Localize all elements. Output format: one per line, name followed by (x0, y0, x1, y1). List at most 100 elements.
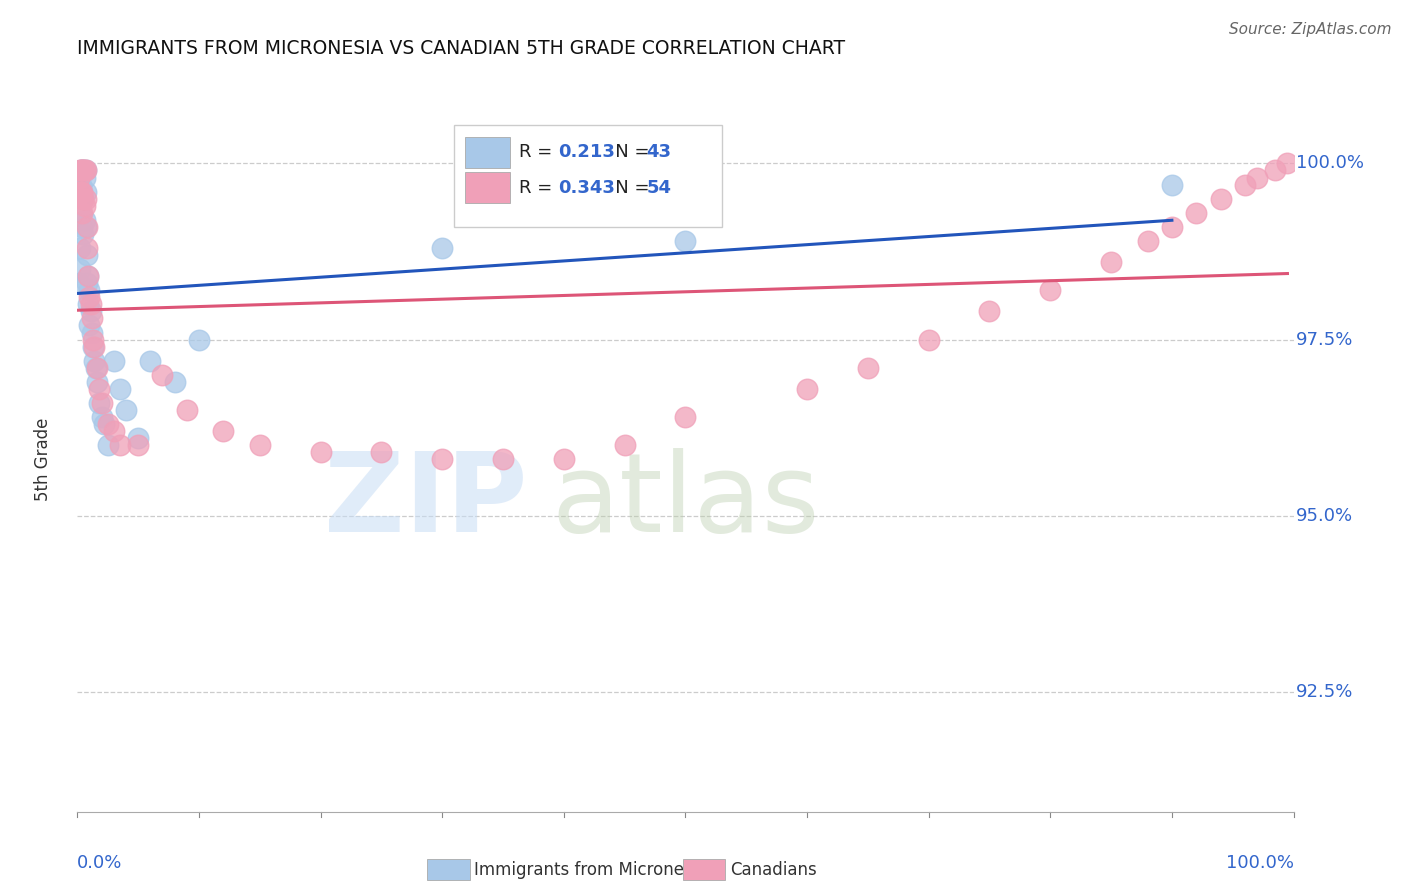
Point (90, 410, 112, 425)
Point (127, 438, 149, 452)
Point (97, 438, 120, 452)
Point (73, 212, 96, 227)
Text: 0.343: 0.343 (558, 179, 614, 197)
Point (70, 219, 93, 234)
Point (249, 438, 271, 452)
Point (84, 360, 107, 375)
Point (73, 170, 96, 185)
Point (1233, 178, 1256, 192)
Point (79, 283, 101, 297)
Point (72, 163, 94, 178)
Point (430, 452, 453, 467)
Point (86, 375, 108, 389)
Text: 95.0%: 95.0% (1296, 507, 1353, 524)
FancyBboxPatch shape (465, 172, 510, 202)
Text: ZIP: ZIP (323, 448, 527, 555)
Point (76, 241, 98, 255)
Point (79, 318, 101, 333)
Point (1099, 255, 1122, 269)
Point (83, 353, 105, 368)
Point (89, 382, 111, 396)
Point (163, 375, 186, 389)
Text: 100.0%: 100.0% (1226, 854, 1294, 872)
Point (75, 185, 97, 199)
Point (70, 178, 93, 192)
Point (82, 340, 104, 354)
Point (77, 297, 100, 311)
Point (70, 206, 93, 220)
Point (613, 438, 636, 452)
Point (80, 311, 103, 326)
Point (1209, 192, 1232, 206)
Point (72, 192, 94, 206)
Point (70, 185, 93, 199)
Text: 0.0%: 0.0% (77, 854, 122, 872)
Point (69, 163, 91, 178)
Point (1136, 234, 1159, 248)
Point (77, 269, 100, 284)
Point (152, 368, 174, 382)
Point (70, 163, 93, 178)
Point (67, 170, 90, 185)
Text: 0.213: 0.213 (558, 143, 614, 161)
Text: 54: 54 (647, 179, 672, 197)
Point (72, 192, 94, 206)
Point (103, 353, 125, 368)
Point (856, 360, 879, 375)
Point (76, 248, 98, 262)
Point (69, 262, 91, 277)
Point (108, 438, 131, 452)
Text: Immigrants from Micronesia: Immigrants from Micronesia (474, 861, 707, 879)
Point (75, 163, 97, 178)
Point (86, 360, 108, 375)
Point (212, 424, 235, 438)
Point (103, 424, 125, 438)
Point (188, 333, 211, 347)
Point (1246, 170, 1268, 185)
Text: 5th Grade: 5th Grade (34, 417, 52, 501)
Point (70, 185, 93, 199)
Point (370, 445, 392, 459)
Point (309, 445, 332, 459)
Point (1039, 283, 1062, 297)
Point (82, 333, 104, 347)
Point (70, 185, 93, 199)
Point (75, 219, 97, 234)
Point (127, 431, 149, 445)
Point (796, 382, 818, 396)
Point (70, 206, 93, 220)
Point (69, 241, 91, 255)
Point (90, 396, 112, 410)
Point (73, 199, 96, 213)
Point (76, 277, 98, 291)
Point (918, 333, 941, 347)
Text: 43: 43 (647, 143, 672, 161)
FancyBboxPatch shape (454, 125, 721, 227)
Point (675, 410, 697, 425)
Point (75, 192, 97, 206)
Point (553, 452, 575, 467)
Point (176, 403, 198, 417)
Text: 97.5%: 97.5% (1296, 331, 1354, 349)
Text: Source: ZipAtlas.com: Source: ZipAtlas.com (1229, 22, 1392, 37)
Point (93, 417, 115, 432)
Point (1161, 219, 1184, 234)
Text: atlas: atlas (551, 448, 820, 555)
Point (108, 382, 131, 396)
Text: N =: N = (598, 179, 655, 197)
Text: R =: R = (519, 143, 558, 161)
Point (80, 297, 103, 311)
Point (76, 219, 98, 234)
Point (89, 396, 111, 410)
Point (675, 234, 697, 248)
Point (72, 227, 94, 241)
Point (115, 403, 138, 417)
Point (75, 163, 97, 178)
Point (73, 163, 96, 178)
Point (67, 277, 90, 291)
Point (70, 163, 93, 178)
Point (72, 163, 94, 178)
Text: R =: R = (519, 179, 558, 197)
FancyBboxPatch shape (465, 136, 510, 168)
Point (97, 417, 120, 432)
